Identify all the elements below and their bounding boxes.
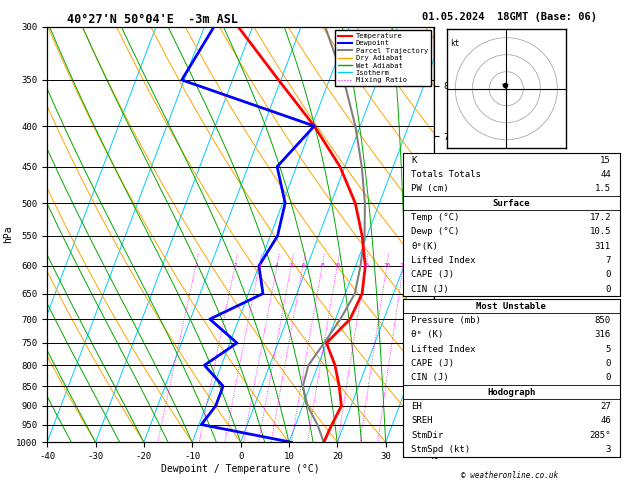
Text: 0: 0: [606, 373, 611, 382]
Text: SREH: SREH: [411, 417, 433, 425]
Text: Surface: Surface: [493, 199, 530, 208]
Text: CIN (J): CIN (J): [411, 285, 449, 294]
Text: 5: 5: [606, 345, 611, 354]
Text: 5: 5: [289, 263, 293, 268]
Text: CAPE (J): CAPE (J): [411, 359, 454, 368]
Text: 10: 10: [333, 263, 341, 268]
Text: 3: 3: [257, 263, 261, 268]
Text: StmDir: StmDir: [411, 431, 443, 440]
Text: 46: 46: [600, 417, 611, 425]
Text: 40°27'N 50°04'E  -3m ASL: 40°27'N 50°04'E -3m ASL: [67, 13, 238, 26]
X-axis label: Dewpoint / Temperature (°C): Dewpoint / Temperature (°C): [161, 464, 320, 474]
Text: 01.05.2024  18GMT (Base: 06): 01.05.2024 18GMT (Base: 06): [422, 12, 597, 22]
Text: 25: 25: [399, 263, 407, 268]
Text: PW (cm): PW (cm): [411, 184, 449, 193]
Text: 10.5: 10.5: [589, 227, 611, 237]
Text: kt: kt: [450, 39, 459, 49]
Text: Pressure (mb): Pressure (mb): [411, 316, 481, 325]
Text: StmSpd (kt): StmSpd (kt): [411, 445, 470, 454]
Text: 0: 0: [606, 285, 611, 294]
Text: 1.5: 1.5: [595, 184, 611, 193]
Text: Hodograph: Hodograph: [487, 388, 535, 397]
Text: 850: 850: [595, 316, 611, 325]
Y-axis label: hPa: hPa: [3, 226, 13, 243]
Y-axis label: km
ASL: km ASL: [452, 227, 471, 242]
Text: Totals Totals: Totals Totals: [411, 170, 481, 179]
Text: 0: 0: [606, 359, 611, 368]
Text: Dewp (°C): Dewp (°C): [411, 227, 460, 237]
Text: 316: 316: [595, 330, 611, 339]
Text: EH: EH: [411, 402, 422, 411]
Text: 20: 20: [383, 263, 391, 268]
Text: CAPE (J): CAPE (J): [411, 270, 454, 279]
Text: 7: 7: [606, 256, 611, 265]
Text: 15: 15: [362, 263, 370, 268]
Text: K: K: [411, 156, 416, 165]
Text: 1: 1: [194, 263, 198, 268]
Text: 15: 15: [600, 156, 611, 165]
Text: θᵉ(K): θᵉ(K): [411, 242, 438, 251]
Text: 8: 8: [320, 263, 324, 268]
Text: 44: 44: [600, 170, 611, 179]
Text: 0: 0: [606, 270, 611, 279]
Text: 285°: 285°: [589, 431, 611, 440]
Legend: Temperature, Dewpoint, Parcel Trajectory, Dry Adiabat, Wet Adiabat, Isotherm, Mi: Temperature, Dewpoint, Parcel Trajectory…: [335, 30, 430, 86]
Text: Lifted Index: Lifted Index: [411, 256, 476, 265]
Text: © weatheronline.co.uk: © weatheronline.co.uk: [461, 471, 558, 480]
Text: 311: 311: [595, 242, 611, 251]
Text: LCL: LCL: [438, 411, 452, 420]
Text: 3: 3: [606, 445, 611, 454]
Text: 6: 6: [301, 263, 305, 268]
Text: CIN (J): CIN (J): [411, 373, 449, 382]
Text: 2: 2: [233, 263, 237, 268]
Text: Lifted Index: Lifted Index: [411, 345, 476, 354]
Text: 4: 4: [275, 263, 279, 268]
Text: θᵉ (K): θᵉ (K): [411, 330, 443, 339]
Text: Temp (°C): Temp (°C): [411, 213, 460, 222]
Text: 27: 27: [600, 402, 611, 411]
Text: Most Unstable: Most Unstable: [476, 302, 546, 311]
Text: 17.2: 17.2: [589, 213, 611, 222]
